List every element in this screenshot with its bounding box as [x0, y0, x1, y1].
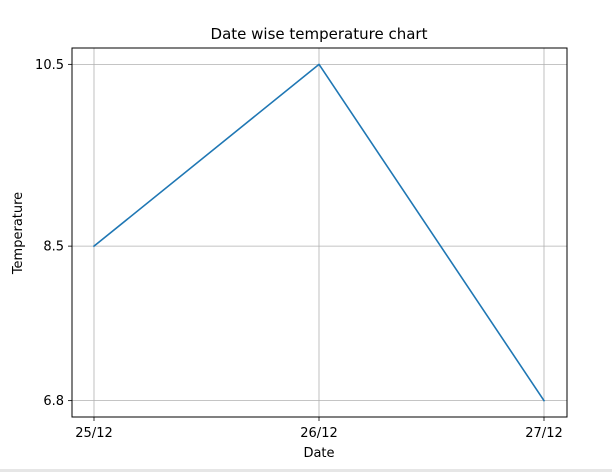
chart-title: Date wise temperature chart	[211, 25, 428, 43]
x-tick-label: 26/12	[300, 426, 337, 441]
y-axis-label: Temperature	[11, 192, 26, 275]
y-tick-label: 10.5	[35, 58, 64, 73]
x-tick-label: 25/12	[75, 426, 112, 441]
series-line	[92, 63, 546, 402]
y-tick-label: 6.8	[43, 394, 64, 409]
x-tick-label: 27/12	[525, 426, 562, 441]
y-axis: 6.8 8.5 10.5	[35, 58, 72, 409]
y-tick-label: 8.5	[43, 240, 64, 255]
x-axis: 25/12 26/12 27/12	[75, 417, 563, 441]
x-axis-label: Date	[303, 446, 334, 461]
plot-frame	[71, 47, 568, 418]
window-bottom-edge	[0, 469, 612, 472]
